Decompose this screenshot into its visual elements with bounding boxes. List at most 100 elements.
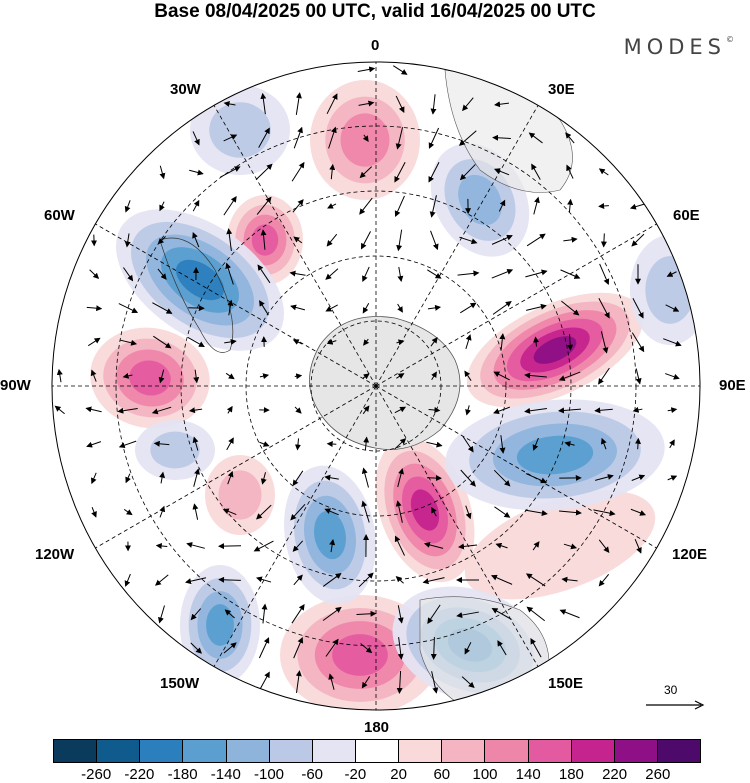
wind-arrow xyxy=(462,436,474,453)
wind-arrow xyxy=(193,369,200,384)
wind-arrow xyxy=(459,164,476,181)
wind-arrow xyxy=(524,407,547,414)
wind-arrow xyxy=(428,161,440,183)
positive-anomaly xyxy=(90,327,210,429)
wind-arrow xyxy=(396,229,403,252)
wind-arrow xyxy=(430,94,437,115)
wind-arrow xyxy=(559,509,582,516)
wind-arrow xyxy=(223,100,236,107)
wind-arrow xyxy=(322,606,342,621)
wind-arrow xyxy=(561,576,578,583)
wind-arrow xyxy=(429,195,437,218)
wind-arrow xyxy=(293,236,303,244)
wind-arrow xyxy=(324,474,339,481)
wind-arrow xyxy=(328,673,335,690)
wind-arrow xyxy=(492,301,512,315)
wind-arrow xyxy=(458,130,477,146)
wind-arrow xyxy=(256,504,272,520)
wind-arrow xyxy=(458,543,478,550)
wind-arrow xyxy=(431,671,439,694)
wind-arrow xyxy=(533,196,540,215)
wind-arrow xyxy=(394,195,405,217)
wind-arrow xyxy=(490,574,513,585)
wind-arrow xyxy=(601,437,607,450)
colorbar-tick-label: -20 xyxy=(344,766,367,783)
wind-arrow xyxy=(292,470,304,487)
colorbar-swatch xyxy=(54,740,98,762)
reference-vector-arrow xyxy=(646,700,705,710)
wind-arrow xyxy=(87,337,101,347)
wind-arrow xyxy=(465,334,472,350)
wind-arrow xyxy=(118,303,139,313)
wind-arrow xyxy=(665,373,680,380)
wind-arrow xyxy=(635,437,642,450)
wind-arrow xyxy=(397,266,404,283)
colorbar-tick-label: 140 xyxy=(515,766,541,783)
wind-arrow xyxy=(494,168,510,176)
wind-arrow xyxy=(361,676,371,689)
wind-arrow xyxy=(258,637,270,659)
wind-arrow xyxy=(594,474,614,481)
wind-arrow xyxy=(598,539,610,553)
colorbar-tick-label: -180 xyxy=(167,766,198,783)
lon-label-90w: 90W xyxy=(0,377,31,394)
wind-arrow xyxy=(525,573,546,587)
negative-anomaly xyxy=(284,465,376,605)
colorbar-tick-label: 220 xyxy=(602,766,628,783)
wind-arrow xyxy=(226,437,234,451)
wind-arrow xyxy=(394,406,407,414)
wind-arrow xyxy=(396,339,405,346)
wind-arrow xyxy=(559,609,580,619)
wind-arrow xyxy=(290,304,306,311)
wind-arrow xyxy=(155,542,168,549)
wind-arrow xyxy=(396,373,405,379)
wind-arrow xyxy=(395,576,404,584)
wind-arrow xyxy=(192,131,200,146)
wind-arrow xyxy=(533,336,540,347)
map-boundary xyxy=(51,61,701,711)
antarctica xyxy=(309,316,461,450)
wind-arrow xyxy=(56,368,63,383)
wind-arrow xyxy=(295,92,302,115)
wind-arrow xyxy=(631,332,645,353)
wind-arrow xyxy=(159,201,165,212)
wind-arrow xyxy=(494,506,511,518)
wind-arrow xyxy=(525,509,548,516)
wind-arrow xyxy=(362,266,370,282)
wind-arrow xyxy=(394,438,407,450)
wind-arrow xyxy=(465,405,471,416)
wind-arrow xyxy=(499,435,506,454)
wind-arrow xyxy=(431,371,437,381)
wind-arrow xyxy=(598,367,610,385)
wind-arrow xyxy=(291,161,305,182)
wind-arrow xyxy=(524,372,547,379)
lon-label-150w: 150W xyxy=(160,675,200,692)
wind-arrow xyxy=(290,503,306,521)
wind-arrow xyxy=(558,371,581,381)
wind-arrow xyxy=(255,163,273,181)
lon-label-120w: 120W xyxy=(35,546,75,563)
wind-arrow xyxy=(561,300,580,316)
colorbar-tick-label: 180 xyxy=(558,766,584,783)
wind-arrow xyxy=(260,229,267,250)
wind-arrow xyxy=(326,339,337,345)
wind-arrow xyxy=(464,642,472,655)
colorbar-swatch xyxy=(442,740,486,762)
wind-arrow xyxy=(457,270,480,277)
wind-arrow xyxy=(260,92,267,115)
wind-arrow xyxy=(91,507,97,518)
wind-arrow xyxy=(225,372,235,380)
wind-arrow xyxy=(491,608,512,620)
wind-arrow xyxy=(154,574,169,586)
wind-arrow xyxy=(259,441,270,447)
wind-arrow xyxy=(631,474,646,481)
colorbar-swatch xyxy=(183,740,227,762)
wind-arrow xyxy=(430,337,438,347)
wind-arrow xyxy=(192,436,199,451)
wind-arrow xyxy=(227,470,234,485)
wind-arrow xyxy=(188,407,203,414)
wind-arrow xyxy=(190,642,202,654)
wind-arrow xyxy=(159,505,166,518)
wind-arrow xyxy=(325,268,339,280)
wind-arrow xyxy=(361,500,370,523)
